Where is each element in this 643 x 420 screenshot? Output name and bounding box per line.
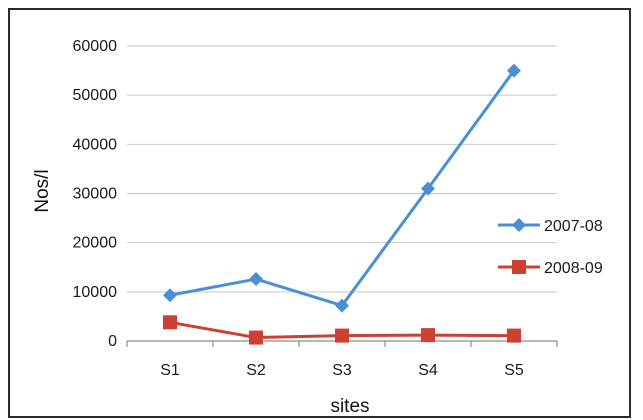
data-point <box>249 272 263 287</box>
data-point <box>335 328 349 343</box>
data-point <box>335 298 349 313</box>
y-tick-label: 10000 <box>73 284 118 301</box>
x-tick-label: S2 <box>246 362 266 379</box>
data-point <box>421 181 435 196</box>
data-point <box>507 328 521 343</box>
series-line <box>169 69 516 308</box>
data-point <box>421 328 435 343</box>
x-axis-title: sites <box>330 396 369 417</box>
series-group <box>163 63 521 345</box>
data-point <box>163 315 177 330</box>
data-point <box>163 288 177 303</box>
legend-marker <box>512 260 526 274</box>
legend-item: 2008-09 <box>498 260 603 277</box>
data-point <box>249 330 263 345</box>
y-tick-label: 30000 <box>73 186 118 203</box>
legend: 2007-08 2008-09 <box>498 218 603 277</box>
legend-marker <box>512 218 526 232</box>
y-tick-label: 50000 <box>73 87 118 104</box>
x-axis-ticks: S1 S2 S3 S4 S5 <box>126 341 558 379</box>
x-tick-label: S5 <box>504 362 524 379</box>
series-2007-08 <box>163 63 521 313</box>
legend-label: 2008-09 <box>544 260 603 277</box>
x-tick-label: S3 <box>332 362 352 379</box>
series-2008-09 <box>163 315 521 345</box>
y-tick-label: 40000 <box>73 136 118 153</box>
y-axis-title: Nos/l <box>32 169 53 212</box>
y-tick-label: 20000 <box>73 235 118 252</box>
x-tick-label: S1 <box>160 362 180 379</box>
legend-item: 2007-08 <box>498 218 603 235</box>
data-point <box>507 63 521 78</box>
chart-frame <box>8 8 631 418</box>
y-tick-label: 60000 <box>73 38 118 55</box>
x-tick-label: S4 <box>418 362 438 379</box>
legend-label: 2007-08 <box>544 218 603 235</box>
y-tick-label: 0 <box>108 333 117 350</box>
gridlines <box>127 45 557 293</box>
y-axis-ticks: 0 10000 20000 30000 40000 50000 60000 <box>73 38 118 350</box>
